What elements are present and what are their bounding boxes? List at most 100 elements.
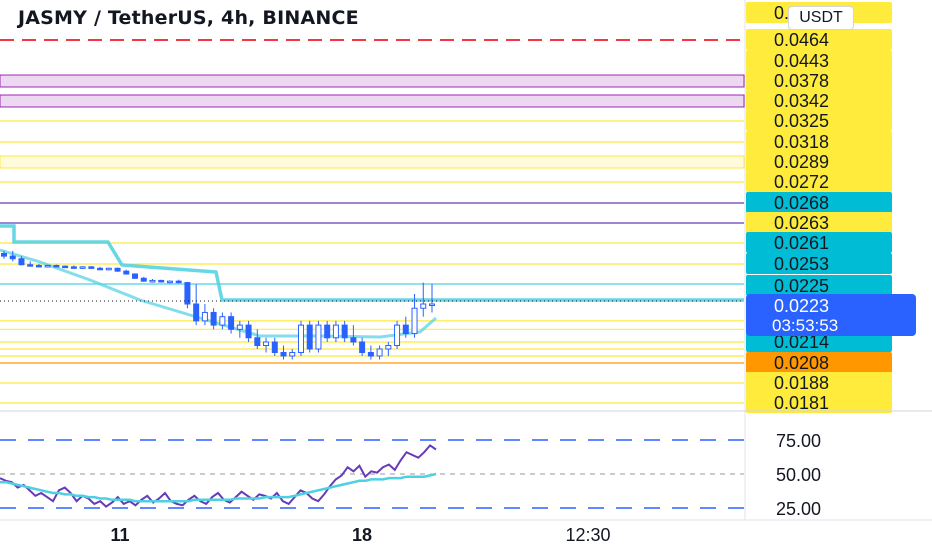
candle-49 — [429, 303, 435, 306]
currency-selector[interactable]: USDT — [788, 6, 854, 30]
candle-15 — [132, 273, 139, 279]
candle-25 — [219, 316, 226, 326]
price-label-bg-4 — [746, 90, 892, 111]
candle-13 — [114, 267, 121, 272]
price-label-2: 0.0443 — [774, 51, 829, 71]
candle-22 — [193, 303, 200, 322]
candle-18 — [158, 279, 165, 283]
candle-6 — [53, 264, 60, 268]
price-label-bg-1 — [746, 29, 892, 50]
candle-37 — [324, 324, 331, 339]
price-label-4: 0.0342 — [774, 91, 829, 111]
candle-38 — [332, 324, 339, 339]
candle-44 — [385, 345, 392, 350]
candle-24 — [210, 311, 217, 326]
candle-47 — [411, 307, 418, 335]
countdown-timer: 03:53:53 — [772, 316, 838, 335]
chart-title: JASMY / TetherUS, 4h, BINANCE — [18, 7, 359, 29]
price-label-bg-12 — [746, 253, 892, 274]
candle-39 — [341, 324, 348, 339]
candle-33 — [289, 352, 296, 357]
candle-40 — [350, 337, 357, 343]
candle-1 — [9, 255, 16, 260]
time-label-2: 12:30 — [565, 525, 610, 545]
candle-17 — [149, 279, 156, 283]
price-label-1: 0.0464 — [774, 30, 829, 50]
price-label-bg-2 — [746, 50, 892, 71]
price-label-3: 0.0378 — [774, 71, 829, 91]
price-label-17: 0.0181 — [774, 393, 829, 413]
price-label-7: 0.0289 — [774, 152, 829, 172]
candle-31 — [271, 341, 278, 353]
candle-29 — [254, 337, 261, 346]
current-price-badge — [746, 294, 916, 336]
step-line — [0, 224, 744, 302]
price-label-16: 0.0188 — [774, 373, 829, 393]
candle-41 — [359, 341, 366, 353]
time-label-0: 11 — [110, 525, 129, 545]
price-label-10: 0.0263 — [774, 213, 829, 233]
rsi-ma-line — [0, 472, 437, 503]
candle-27 — [236, 324, 243, 330]
candle-45 — [394, 324, 401, 347]
candle-3 — [27, 264, 34, 267]
rsi-line — [0, 444, 437, 508]
candle-14 — [123, 270, 130, 275]
candle-4 — [35, 264, 42, 268]
candle-5 — [44, 264, 51, 268]
rsi-label-0: 75.00 — [776, 431, 821, 451]
candle-21 — [184, 282, 191, 305]
candle-30 — [263, 341, 270, 346]
price-label-14: 0.0214 — [774, 332, 829, 352]
level-zone-5 — [0, 155, 745, 169]
candle-11 — [97, 267, 104, 271]
candle-2 — [18, 258, 25, 266]
price-label-15: 0.0208 — [774, 353, 829, 373]
price-label-bg-6 — [746, 131, 892, 152]
rsi-axis — [746, 410, 932, 520]
candle-0 — [1, 253, 7, 257]
rsi-label-2: 25.00 — [776, 499, 821, 519]
price-label-bg-10 — [746, 212, 892, 233]
price-label-6: 0.0318 — [774, 132, 829, 152]
price-label-bg-7 — [746, 151, 892, 172]
price-label-5: 0.0325 — [774, 111, 829, 131]
price-label-13: 0.0225 — [774, 276, 829, 296]
price-label-12: 0.0253 — [774, 254, 829, 274]
candle-42 — [367, 352, 374, 357]
current-price-value: 0.0223 — [774, 296, 829, 316]
candle-10 — [88, 266, 95, 269]
candle-48 — [420, 303, 427, 309]
time-label-1: 18 — [352, 525, 372, 545]
level-zone-1 — [0, 74, 745, 88]
trend-line — [0, 248, 437, 339]
price-label-bg-17 — [746, 392, 892, 413]
candle-7 — [62, 265, 69, 269]
candle-8 — [70, 266, 77, 269]
candle-26 — [228, 316, 235, 330]
candle-35 — [306, 324, 313, 350]
price-label-bg-13 — [746, 275, 892, 296]
candle-43 — [376, 348, 383, 357]
price-label-bg-8 — [746, 171, 892, 192]
candle-34 — [297, 324, 304, 354]
price-label-bg-5 — [746, 110, 892, 131]
candle-36 — [315, 324, 322, 350]
candle-12 — [105, 267, 112, 271]
candle-46 — [402, 324, 409, 335]
price-label-bg-3 — [746, 70, 892, 91]
price-label-bg-14 — [746, 331, 892, 352]
candle-28 — [245, 324, 252, 339]
price-label-bg-11 — [746, 232, 892, 253]
candle-20 — [175, 280, 182, 284]
price-label-bg-9 — [746, 192, 892, 213]
price-label-bg-15 — [746, 352, 892, 373]
candle-19 — [166, 280, 173, 284]
candle-9 — [79, 266, 86, 269]
candle-32 — [280, 352, 287, 357]
price-label-9: 0.0268 — [774, 193, 829, 213]
level-zone-2 — [0, 94, 745, 108]
candle-16 — [140, 277, 147, 282]
price-label-bg-16 — [746, 372, 892, 393]
